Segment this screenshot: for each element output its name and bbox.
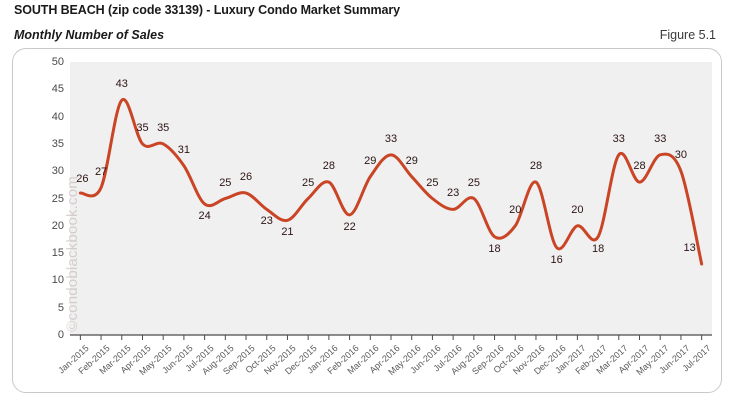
data-point-label: 13 xyxy=(683,242,696,255)
y-axis-tick-label: 40 xyxy=(51,110,64,123)
data-point-label: 28 xyxy=(633,160,646,173)
data-point-label: 26 xyxy=(76,173,89,186)
data-point-label: 25 xyxy=(219,176,232,189)
data-point-label: 25 xyxy=(467,176,480,189)
data-point-label: 33 xyxy=(384,132,398,145)
data-point-label: 29 xyxy=(405,154,418,167)
data-point-label: 31 xyxy=(177,143,191,156)
y-axis-tick-label: 15 xyxy=(51,247,64,260)
data-point-label: 20 xyxy=(571,203,584,216)
chart-frame xyxy=(12,48,722,393)
data-point-label: 23 xyxy=(447,187,460,200)
data-point-label: 29 xyxy=(364,154,377,167)
watermark: ©condoblackbook.com xyxy=(64,176,81,332)
data-point-label: 22 xyxy=(343,220,356,233)
data-point-label: 35 xyxy=(136,121,149,134)
data-point-label: 33 xyxy=(654,132,667,145)
data-point-label: 35 xyxy=(157,121,170,134)
data-point-label: 16 xyxy=(550,253,563,266)
data-point-label: 28 xyxy=(529,160,543,173)
chart-subtitle: Monthly Number of Sales xyxy=(14,28,165,42)
y-axis-tick-label: 5 xyxy=(57,301,64,314)
data-point-label: 43 xyxy=(115,78,128,91)
data-point-label: 26 xyxy=(239,171,253,184)
y-axis-tick-label: 20 xyxy=(51,219,64,232)
data-point-label: 23 xyxy=(260,215,273,228)
y-axis-tick-label: 10 xyxy=(51,274,64,287)
page-title: SOUTH BEACH (zip code 33139) - Luxury Co… xyxy=(14,3,400,17)
data-point-label: 24 xyxy=(198,209,211,222)
y-axis-tick-label: 25 xyxy=(51,192,64,205)
data-point-label: 25 xyxy=(302,176,315,189)
figure-number: Figure 5.1 xyxy=(659,28,716,42)
y-axis-tick-label: 50 xyxy=(51,56,64,68)
data-point-label: 25 xyxy=(426,176,439,189)
data-point-label: 33 xyxy=(612,132,625,145)
data-point-label: 21 xyxy=(281,226,294,239)
data-point-label: 30 xyxy=(674,149,688,162)
y-axis-tick-label: 45 xyxy=(51,83,64,96)
data-point-label: 20 xyxy=(509,203,522,216)
y-axis-tick-label: 35 xyxy=(51,137,64,150)
y-axis-tick-label: 0 xyxy=(57,329,64,341)
y-axis-tick-label: 30 xyxy=(51,165,64,178)
data-point-label: 18 xyxy=(591,242,605,255)
data-point-label: 27 xyxy=(94,165,108,178)
data-point-label: 28 xyxy=(322,160,335,173)
data-point-label: 18 xyxy=(488,242,501,255)
